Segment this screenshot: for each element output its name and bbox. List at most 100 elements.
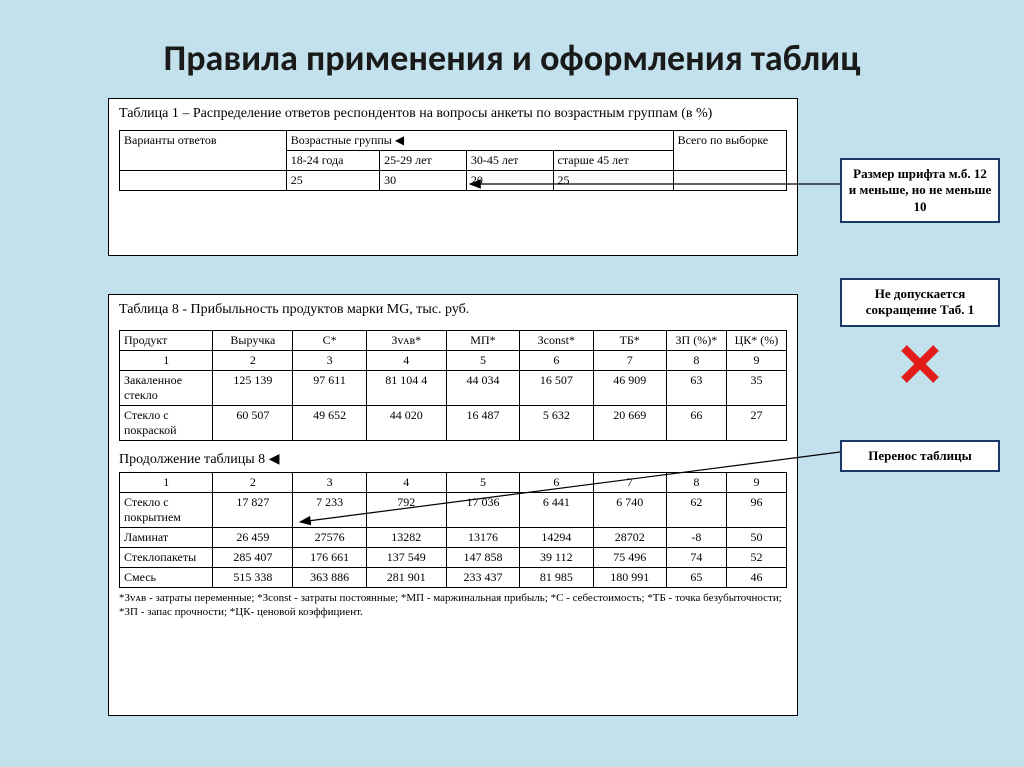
t8r4c6: 14294 bbox=[520, 527, 593, 547]
t8h4: Зᴠᴀʙ* bbox=[366, 330, 446, 350]
t8bn2: 2 bbox=[213, 472, 293, 492]
t8h7: ТБ* bbox=[593, 330, 666, 350]
t8h9: ЦК* (%) bbox=[726, 330, 786, 350]
t8r4c8: -8 bbox=[666, 527, 726, 547]
t8r3c8: 62 bbox=[666, 492, 726, 527]
note-no-abbrev: Не допускается сокращение Таб. 1 bbox=[840, 278, 1000, 327]
table1-col2: 25-29 лет bbox=[380, 150, 467, 170]
table1-totalhead: Всего по выборке bbox=[673, 130, 786, 170]
t8r3c3: 7 233 bbox=[293, 492, 366, 527]
t8h8: ЗП (%)* bbox=[666, 330, 726, 350]
t8r5c1: Стеклопакеты bbox=[120, 547, 213, 567]
t8bn6: 6 bbox=[520, 472, 593, 492]
t8r6c9: 46 bbox=[726, 567, 786, 587]
table1-panel: Таблица 1 – Распределение ответов респон… bbox=[108, 98, 798, 256]
t8r1c7: 46 909 bbox=[593, 370, 666, 405]
t8r6c1: Смесь bbox=[120, 567, 213, 587]
table-row: Ламинат 26 459 27576 13282 13176 14294 2… bbox=[120, 527, 787, 547]
t8n3: 3 bbox=[293, 350, 366, 370]
t8h2: Выручка bbox=[213, 330, 293, 350]
t8r2c1: Стекло с покраской bbox=[120, 405, 213, 440]
table-row: Закаленное стекло 125 139 97 611 81 104 … bbox=[120, 370, 787, 405]
t8n2: 2 bbox=[213, 350, 293, 370]
t8r6c3: 363 886 bbox=[293, 567, 366, 587]
t8r5c9: 52 bbox=[726, 547, 786, 567]
t8r5c7: 75 496 bbox=[593, 547, 666, 567]
table1-total-empty bbox=[673, 170, 786, 190]
table1-grouphead: Возрастные группы ◀ bbox=[286, 130, 673, 150]
t8r2c9: 27 bbox=[726, 405, 786, 440]
t8r1c1: Закаленное стекло bbox=[120, 370, 213, 405]
t8r2c4: 44 020 bbox=[366, 405, 446, 440]
slide-title: Правила применения и оформления таблиц bbox=[0, 36, 1024, 80]
t8n1: 1 bbox=[120, 350, 213, 370]
t8bn3: 3 bbox=[293, 472, 366, 492]
table1-caption: Таблица 1 – Распределение ответов респон… bbox=[119, 105, 787, 124]
t8r3c2: 17 827 bbox=[213, 492, 293, 527]
t8bn4: 4 bbox=[366, 472, 446, 492]
table1-col1: 18-24 года bbox=[286, 150, 379, 170]
t8h3: С* bbox=[293, 330, 366, 350]
t8r2c3: 49 652 bbox=[293, 405, 366, 440]
t8r1c8: 63 bbox=[666, 370, 726, 405]
t8r1c2: 125 139 bbox=[213, 370, 293, 405]
t8r2c2: 60 507 bbox=[213, 405, 293, 440]
table8-caption: Таблица 8 - Прибыльность продуктов марки… bbox=[119, 301, 787, 320]
t8r4c1: Ламинат bbox=[120, 527, 213, 547]
t8r2c8: 66 bbox=[666, 405, 726, 440]
t8bn8: 8 bbox=[666, 472, 726, 492]
table-row: Стекло с покрытием 17 827 7 233 792 17 0… bbox=[120, 492, 787, 527]
t8r5c6: 39 112 bbox=[520, 547, 593, 567]
table8-footnote: *Зᴠᴀʙ - затраты переменные; *Зconst - за… bbox=[119, 592, 787, 620]
t8r3c4: 792 bbox=[366, 492, 446, 527]
note-font-size: Размер шрифта м.б. 12 и меньше, но не ме… bbox=[840, 158, 1000, 223]
t8r2c6: 5 632 bbox=[520, 405, 593, 440]
t8r4c3: 27576 bbox=[293, 527, 366, 547]
table1-v1: 25 bbox=[286, 170, 379, 190]
t8n6: 6 bbox=[520, 350, 593, 370]
table1-v2: 30 bbox=[380, 170, 467, 190]
t8r6c2: 515 338 bbox=[213, 567, 293, 587]
t8r6c6: 81 985 bbox=[520, 567, 593, 587]
t8h6: Зconst* bbox=[520, 330, 593, 350]
table8-part1: Продукт Выручка С* Зᴠᴀʙ* МП* Зconst* ТБ*… bbox=[119, 330, 787, 441]
table-row: Смесь 515 338 363 886 281 901 233 437 81… bbox=[120, 567, 787, 587]
table1-v4: 25 bbox=[553, 170, 673, 190]
table-row: Стеклопакеты 285 407 176 661 137 549 147… bbox=[120, 547, 787, 567]
t8r3c1: Стекло с покрытием bbox=[120, 492, 213, 527]
t8r1c9: 35 bbox=[726, 370, 786, 405]
t8r4c5: 13176 bbox=[446, 527, 519, 547]
t8r1c5: 44 034 bbox=[446, 370, 519, 405]
t8r3c9: 96 bbox=[726, 492, 786, 527]
table8-continuation: Продолжение таблицы 8 ◀ bbox=[119, 451, 787, 468]
t8r5c2: 285 407 bbox=[213, 547, 293, 567]
t8r6c8: 65 bbox=[666, 567, 726, 587]
table8-part2: 1 2 3 4 5 6 7 8 9 Стекло с покрытием 17 … bbox=[119, 472, 787, 588]
t8r6c5: 233 437 bbox=[446, 567, 519, 587]
table1: Варианты ответов Возрастные группы ◀ Все… bbox=[119, 130, 787, 191]
t8r3c6: 6 441 bbox=[520, 492, 593, 527]
t8n9: 9 bbox=[726, 350, 786, 370]
table1-empty bbox=[120, 170, 287, 190]
table1-col4: старше 45 лет bbox=[553, 150, 673, 170]
t8n8: 8 bbox=[666, 350, 726, 370]
note-carry-over: Перенос таблицы bbox=[840, 440, 1000, 472]
t8r5c8: 74 bbox=[666, 547, 726, 567]
table1-v3: 20 bbox=[466, 170, 553, 190]
t8h1: Продукт bbox=[120, 330, 213, 350]
t8bn5: 5 bbox=[446, 472, 519, 492]
t8h5: МП* bbox=[446, 330, 519, 350]
t8r5c5: 147 858 bbox=[446, 547, 519, 567]
t8r1c3: 97 611 bbox=[293, 370, 366, 405]
t8r4c9: 50 bbox=[726, 527, 786, 547]
t8r6c7: 180 991 bbox=[593, 567, 666, 587]
t8r5c3: 176 661 bbox=[293, 547, 366, 567]
t8r6c4: 281 901 bbox=[366, 567, 446, 587]
t8r3c5: 17 036 bbox=[446, 492, 519, 527]
t8n4: 4 bbox=[366, 350, 446, 370]
t8r5c4: 137 549 bbox=[366, 547, 446, 567]
t8bn9: 9 bbox=[726, 472, 786, 492]
cross-icon bbox=[898, 342, 942, 386]
t8r2c7: 20 669 bbox=[593, 405, 666, 440]
t8r4c2: 26 459 bbox=[213, 527, 293, 547]
